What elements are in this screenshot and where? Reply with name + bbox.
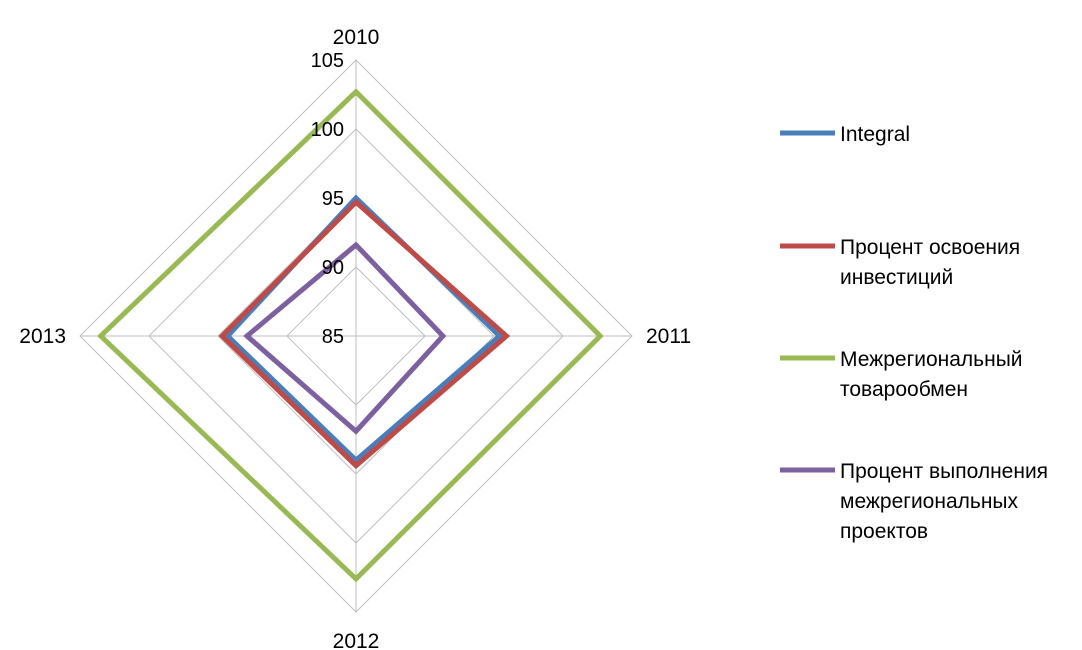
radar-series xyxy=(97,88,604,583)
series-line-3 xyxy=(97,88,604,583)
tick-label: 100 xyxy=(311,119,344,141)
legend-label-1: Integral xyxy=(840,123,910,146)
legend-label-4: Процент выполнения xyxy=(840,460,1048,483)
legend-label-3: товарообмен xyxy=(840,378,968,401)
category-label-2010: 2010 xyxy=(333,26,380,49)
legend-label-4: межрегиональных xyxy=(840,490,1019,513)
legend-label-2: инвестиций xyxy=(840,266,953,289)
series-line-2 xyxy=(218,198,511,470)
tick-label: 90 xyxy=(322,257,344,279)
radar-grid xyxy=(79,59,633,613)
category-label-2011: 2011 xyxy=(646,325,691,348)
legend-label-4: проектов xyxy=(840,520,928,543)
series-line-4 xyxy=(243,241,447,435)
legend-label-3: Межрегиональный xyxy=(840,348,1023,371)
legend-label-2: Процент освоения xyxy=(840,236,1020,259)
tick-label: 105 xyxy=(311,50,344,72)
category-label-2013: 2013 xyxy=(19,325,66,348)
legend: Integral Процент освоения инвестиций Межрег… xyxy=(780,123,1048,543)
tick-label: 95 xyxy=(322,188,344,210)
tick-label: 85 xyxy=(322,326,344,348)
category-label-2012: 2012 xyxy=(333,630,380,650)
